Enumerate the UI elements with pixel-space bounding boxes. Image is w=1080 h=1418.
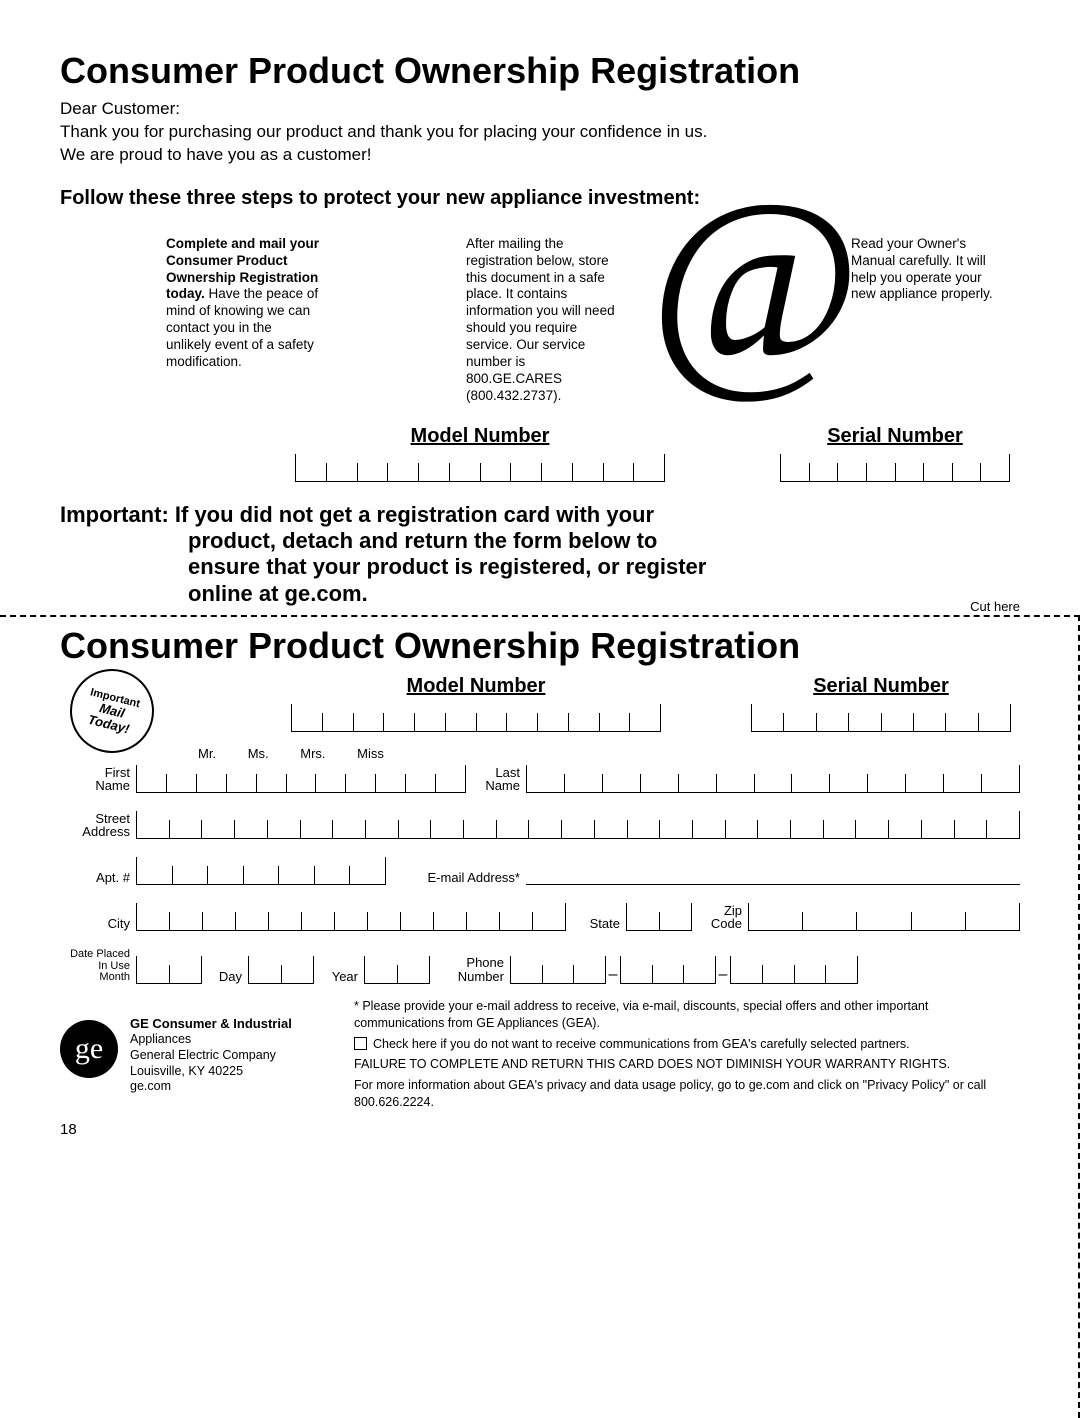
city-input[interactable] <box>136 903 566 931</box>
title-mr: Mr. <box>198 746 216 761</box>
last-name-label: Last Name <box>466 766 526 793</box>
street-input[interactable] <box>136 811 1020 839</box>
street-label: Street Address <box>60 812 136 839</box>
year-label: Year <box>314 970 364 984</box>
city-label: City <box>60 917 136 931</box>
intro-line2: We are proud to have you as a customer! <box>60 144 1020 167</box>
three-steps: Complete and mail your Consumer Product … <box>60 230 1020 405</box>
form-model-boxes[interactable] <box>291 704 661 732</box>
phone-label: Phone Number <box>430 956 510 983</box>
ge-logo-icon: ge <box>60 1020 118 1078</box>
title-options: Mr. Ms. Mrs. Miss <box>198 746 1020 761</box>
step-3-text: Read your Owner's Manual carefully. It w… <box>845 236 1005 304</box>
apt-input[interactable] <box>136 857 386 885</box>
first-name-input[interactable] <box>136 765 466 793</box>
month-input[interactable] <box>136 956 202 984</box>
steps-heading: Follow these three steps to protect your… <box>60 187 1020 210</box>
zip-label: Zip Code <box>692 904 748 931</box>
zip-input[interactable] <box>748 903 1020 931</box>
last-name-input[interactable] <box>526 765 1020 793</box>
greeting: Dear Customer: <box>60 98 1020 121</box>
page-title: Consumer Product Ownership Registration <box>60 50 1020 92</box>
email-label: E-mail Address* <box>386 871 526 885</box>
phone-area-input[interactable] <box>510 956 606 984</box>
intro-block: Dear Customer: Thank you for purchasing … <box>60 98 1020 167</box>
at-symbol-graphic: @ <box>648 200 860 361</box>
intro-line1: Thank you for purchasing our product and… <box>60 121 1020 144</box>
optout-checkbox[interactable] <box>354 1037 367 1050</box>
step-2: After mailing the registration below, st… <box>390 230 690 405</box>
apt-label: Apt. # <box>60 871 136 885</box>
mail-today-stamp: ImportantMailToday! <box>61 660 163 762</box>
day-input[interactable] <box>248 956 314 984</box>
important-notice: Important: If you did not get a registra… <box>60 502 1020 608</box>
form-serial-boxes[interactable] <box>751 704 1011 732</box>
model-number-label: Model Number <box>230 425 730 448</box>
model-serial-top: Model Number Serial Number <box>60 425 1020 482</box>
step-2-text: After mailing the registration below, st… <box>460 236 620 405</box>
step-1: Complete and mail your Consumer Product … <box>60 230 360 405</box>
state-label: State <box>566 917 626 931</box>
date-label: Date Placed In Use Month <box>60 949 136 984</box>
step-1-text: Complete and mail your Consumer Product … <box>160 236 320 371</box>
cut-here-label: Cut here <box>970 599 1020 614</box>
model-number-boxes[interactable] <box>295 454 665 482</box>
registration-form: ImportantMailToday! Model Number Serial … <box>60 675 1020 984</box>
title-miss: Miss <box>357 746 384 761</box>
email-input[interactable] <box>526 863 1020 885</box>
phone-line-input[interactable] <box>730 956 858 984</box>
form-serial-label: Serial Number <box>742 675 1020 698</box>
year-input[interactable] <box>364 956 430 984</box>
serial-number-boxes[interactable] <box>780 454 1010 482</box>
day-label: Day <box>202 970 248 984</box>
title-mrs: Mrs. <box>300 746 325 761</box>
form-title: Consumer Product Ownership Registration <box>60 625 1020 667</box>
footer-row: ge GE Consumer & Industrial Appliances G… <box>60 998 1020 1111</box>
cut-line: Cut here <box>0 615 1080 617</box>
serial-number-label: Serial Number <box>770 425 1020 448</box>
state-input[interactable] <box>626 903 692 931</box>
company-address: GE Consumer & Industrial Appliances Gene… <box>130 1016 340 1095</box>
phone-prefix-input[interactable] <box>620 956 716 984</box>
first-name-label: First Name <box>60 766 136 793</box>
legal-text: * Please provide your e-mail address to … <box>354 998 1020 1111</box>
page-number: 18 <box>60 1121 1020 1138</box>
title-ms: Ms. <box>248 746 269 761</box>
form-model-label: Model Number <box>246 675 706 698</box>
